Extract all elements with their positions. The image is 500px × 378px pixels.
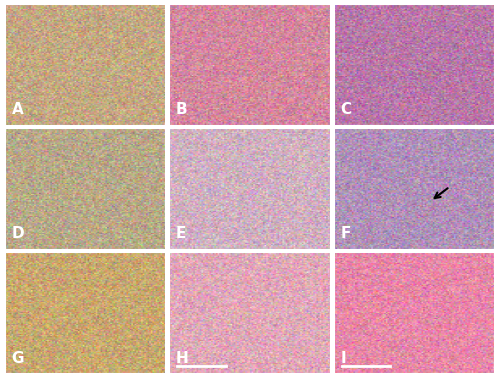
Text: H: H — [176, 351, 188, 366]
Text: C: C — [340, 102, 351, 117]
Text: D: D — [12, 226, 24, 242]
Text: G: G — [12, 351, 24, 366]
Text: F: F — [340, 226, 350, 242]
Text: I: I — [340, 351, 346, 366]
Text: B: B — [176, 102, 188, 117]
Text: E: E — [176, 226, 186, 242]
Text: A: A — [12, 102, 23, 117]
